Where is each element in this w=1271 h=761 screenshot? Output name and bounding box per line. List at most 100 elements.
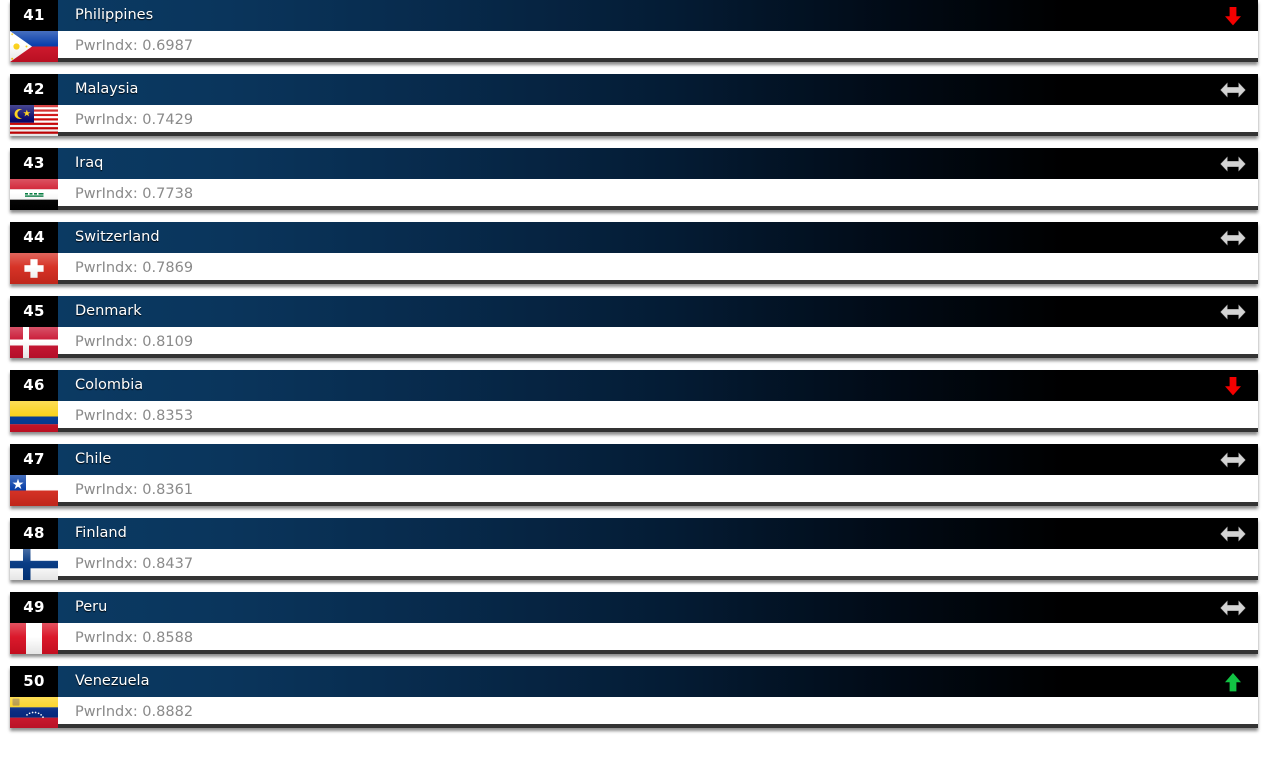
country-title-bar: Peru bbox=[58, 592, 1258, 623]
pwrindx-label: PwrIndx: 0.6987 bbox=[75, 38, 194, 54]
rank-flag-column: 49 bbox=[10, 592, 58, 654]
ranking-card[interactable]: 43 Iraq PwrIndx: 0.7738 bbox=[10, 148, 1258, 210]
denmark-flag bbox=[10, 327, 58, 358]
philippines-flag bbox=[10, 31, 58, 62]
pwrindx-row: PwrIndx: 0.7738 bbox=[58, 179, 1258, 210]
ranking-card[interactable]: 41 Philippines PwrIndx: 0.6987 bbox=[10, 0, 1258, 62]
rank-flag-column: 46 bbox=[10, 370, 58, 432]
pwrindx-label: PwrIndx: 0.8437 bbox=[75, 556, 194, 572]
arrow-left-right-icon bbox=[1220, 148, 1246, 179]
card-base-strip bbox=[10, 280, 1258, 284]
card-base-strip bbox=[10, 650, 1258, 654]
country-title-bar: Switzerland bbox=[58, 222, 1258, 253]
arrow-up-icon bbox=[1220, 666, 1246, 697]
ranking-card[interactable]: 46 Colombia PwrIndx: 0.8353 bbox=[10, 370, 1258, 432]
rank-number: 49 bbox=[10, 592, 58, 623]
rank-number: 42 bbox=[10, 74, 58, 105]
ranking-card[interactable]: 45 Denmark PwrIndx: 0.8109 bbox=[10, 296, 1258, 358]
pwrindx-label: PwrIndx: 0.8109 bbox=[75, 334, 194, 350]
venezuela-flag bbox=[10, 697, 58, 728]
country-title-bar: Denmark bbox=[58, 296, 1258, 327]
country-name: Malaysia bbox=[75, 81, 139, 97]
country-name: Denmark bbox=[75, 303, 142, 319]
card-base-strip bbox=[10, 132, 1258, 136]
pwrindx-row: PwrIndx: 0.7869 bbox=[58, 253, 1258, 284]
malaysia-flag bbox=[10, 105, 58, 136]
country-title-bar: Colombia bbox=[58, 370, 1258, 401]
arrow-left-right-icon bbox=[1220, 444, 1246, 475]
pwrindx-label: PwrIndx: 0.8882 bbox=[75, 704, 194, 720]
ranking-list: 41 Philippines PwrIndx: 0.6987 42 bbox=[10, 0, 1258, 728]
rank-flag-column: 45 bbox=[10, 296, 58, 358]
country-name: Peru bbox=[75, 599, 108, 615]
switzerland-flag bbox=[10, 253, 58, 284]
arrow-left-right-icon bbox=[1220, 222, 1246, 253]
colombia-flag bbox=[10, 401, 58, 432]
card-base-strip bbox=[10, 724, 1258, 728]
rank-flag-column: 50 bbox=[10, 666, 58, 728]
rank-flag-column: 41 bbox=[10, 0, 58, 62]
arrow-left-right-icon bbox=[1220, 592, 1246, 623]
ranking-card[interactable]: 42 Malaysia PwrIndx: 0.7429 bbox=[10, 74, 1258, 136]
rank-flag-column: 47 bbox=[10, 444, 58, 506]
card-base-strip bbox=[10, 206, 1258, 210]
country-name: Chile bbox=[75, 451, 112, 467]
ranking-card[interactable]: 50 Venezuela PwrIndx: 0.8882 bbox=[10, 666, 1258, 728]
rank-number: 50 bbox=[10, 666, 58, 697]
country-title-bar: Philippines bbox=[58, 0, 1258, 31]
arrow-left-right-icon bbox=[1220, 74, 1246, 105]
iraq-flag bbox=[10, 179, 58, 210]
pwrindx-row: PwrIndx: 0.8109 bbox=[58, 327, 1258, 358]
pwrindx-row: PwrIndx: 0.8882 bbox=[58, 697, 1258, 728]
country-title-bar: Malaysia bbox=[58, 74, 1258, 105]
ranking-card[interactable]: 48 Finland PwrIndx: 0.8437 bbox=[10, 518, 1258, 580]
country-name: Philippines bbox=[75, 7, 154, 23]
peru-flag bbox=[10, 623, 58, 654]
country-name: Colombia bbox=[75, 377, 144, 393]
pwrindx-label: PwrIndx: 0.7429 bbox=[75, 112, 194, 128]
arrow-left-right-icon bbox=[1220, 518, 1246, 549]
pwrindx-label: PwrIndx: 0.7738 bbox=[75, 186, 194, 202]
pwrindx-row: PwrIndx: 0.8361 bbox=[58, 475, 1258, 506]
rank-number: 45 bbox=[10, 296, 58, 327]
rank-number: 43 bbox=[10, 148, 58, 179]
finland-flag bbox=[10, 549, 58, 580]
rank-flag-column: 44 bbox=[10, 222, 58, 284]
chile-flag bbox=[10, 475, 58, 506]
country-title-bar: Iraq bbox=[58, 148, 1258, 179]
card-base-strip bbox=[10, 502, 1258, 506]
rank-flag-column: 43 bbox=[10, 148, 58, 210]
pwrindx-row: PwrIndx: 0.7429 bbox=[58, 105, 1258, 136]
ranking-card[interactable]: 44 Switzerland PwrIndx: 0.7869 bbox=[10, 222, 1258, 284]
arrow-down-icon bbox=[1220, 0, 1246, 31]
card-base-strip bbox=[10, 354, 1258, 358]
pwrindx-label: PwrIndx: 0.8353 bbox=[75, 408, 194, 424]
arrow-left-right-icon bbox=[1220, 296, 1246, 327]
pwrindx-row: PwrIndx: 0.8588 bbox=[58, 623, 1258, 654]
pwrindx-row: PwrIndx: 0.6987 bbox=[58, 31, 1258, 62]
country-name: Venezuela bbox=[75, 673, 150, 689]
country-title-bar: Venezuela bbox=[58, 666, 1258, 697]
ranking-card[interactable]: 47 Chile PwrIndx: 0.8361 bbox=[10, 444, 1258, 506]
rank-number: 44 bbox=[10, 222, 58, 253]
rank-number: 46 bbox=[10, 370, 58, 401]
card-base-strip bbox=[10, 58, 1258, 62]
pwrindx-label: PwrIndx: 0.8588 bbox=[75, 630, 194, 646]
pwrindx-row: PwrIndx: 0.8437 bbox=[58, 549, 1258, 580]
rank-flag-column: 48 bbox=[10, 518, 58, 580]
card-base-strip bbox=[10, 576, 1258, 580]
pwrindx-label: PwrIndx: 0.8361 bbox=[75, 482, 194, 498]
pwrindx-label: PwrIndx: 0.7869 bbox=[75, 260, 194, 276]
ranking-card[interactable]: 49 Peru PwrIndx: 0.8588 bbox=[10, 592, 1258, 654]
country-title-bar: Finland bbox=[58, 518, 1258, 549]
country-name: Switzerland bbox=[75, 229, 160, 245]
country-title-bar: Chile bbox=[58, 444, 1258, 475]
rank-flag-column: 42 bbox=[10, 74, 58, 136]
rank-number: 48 bbox=[10, 518, 58, 549]
country-name: Iraq bbox=[75, 155, 104, 171]
card-base-strip bbox=[10, 428, 1258, 432]
country-name: Finland bbox=[75, 525, 127, 541]
pwrindx-row: PwrIndx: 0.8353 bbox=[58, 401, 1258, 432]
arrow-down-icon bbox=[1220, 370, 1246, 401]
rank-number: 47 bbox=[10, 444, 58, 475]
